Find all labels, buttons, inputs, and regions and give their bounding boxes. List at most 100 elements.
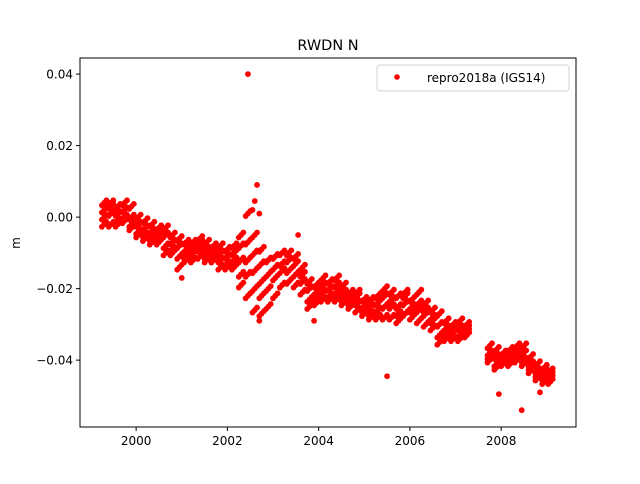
data-point <box>302 268 308 275</box>
y-tick-label: 0.00 <box>46 211 73 225</box>
data-point <box>219 240 226 247</box>
data-point <box>124 197 130 204</box>
data-point <box>199 233 206 239</box>
data-point <box>144 215 151 222</box>
data-point <box>240 268 247 275</box>
outlier-point <box>245 71 251 77</box>
data-point <box>151 218 158 225</box>
data-point <box>425 304 432 311</box>
data-point <box>363 293 370 300</box>
data-point <box>254 304 260 311</box>
y-axis: 0.04 0.02 0.00 −0.02 −0.04 <box>36 68 80 368</box>
outlier-point <box>256 317 263 324</box>
data-point <box>295 258 302 264</box>
x-tick-label: 2002 <box>212 434 243 448</box>
data-point <box>549 372 556 379</box>
data-points <box>99 71 556 414</box>
y-tick-label: 0.04 <box>46 68 73 82</box>
data-point <box>384 283 390 290</box>
data-point <box>356 286 363 293</box>
legend-label: repro2018a (IGS14) <box>427 71 545 85</box>
data-point <box>308 276 315 282</box>
data-point <box>137 211 144 218</box>
chart-title: RWDN N <box>297 38 358 54</box>
data-point <box>404 286 411 293</box>
data-point <box>274 290 281 297</box>
data-point <box>260 243 267 250</box>
data-point <box>185 236 192 243</box>
data-point <box>288 247 295 254</box>
outlier-point <box>254 182 260 188</box>
data-point <box>466 326 473 332</box>
legend: repro2018a (IGS14) <box>376 64 570 92</box>
data-point <box>281 247 288 254</box>
y-tick-label: −0.02 <box>36 282 73 296</box>
data-point <box>549 365 556 372</box>
data-point <box>178 233 185 239</box>
data-point <box>391 286 397 293</box>
data-point <box>530 351 537 357</box>
data-point <box>295 251 302 257</box>
data-point <box>466 318 473 325</box>
data-point <box>302 261 308 268</box>
data-point <box>495 344 502 350</box>
outlier-point <box>537 389 543 396</box>
data-point <box>523 340 530 347</box>
outlier-point <box>518 407 525 414</box>
data-point <box>537 358 543 365</box>
data-point <box>110 197 117 204</box>
data-point <box>425 297 432 304</box>
data-point <box>459 315 466 322</box>
data-point <box>445 315 452 322</box>
data-point <box>336 272 343 279</box>
data-point <box>377 311 384 318</box>
data-point <box>438 308 445 315</box>
outlier-point <box>249 207 256 213</box>
outlier-point <box>311 317 317 324</box>
data-point <box>233 240 240 247</box>
outlier-point <box>178 274 185 281</box>
data-point <box>281 265 288 272</box>
x-tick-label: 2008 <box>486 434 517 448</box>
data-point <box>489 340 495 347</box>
data-point <box>267 283 274 290</box>
outlier-point <box>295 232 302 238</box>
legend-marker <box>394 74 400 80</box>
data-point <box>130 211 137 218</box>
data-point <box>322 272 329 279</box>
data-point <box>397 308 404 315</box>
x-axis: 2000 2002 2004 2006 2008 <box>121 427 517 448</box>
data-point <box>302 276 308 282</box>
data-point <box>516 340 523 347</box>
data-point <box>384 311 390 318</box>
data-point <box>206 236 213 243</box>
outlier-point <box>251 198 258 204</box>
data-point <box>240 229 247 236</box>
y-tick-label: −0.04 <box>36 354 73 368</box>
data-point <box>254 229 260 236</box>
axes-frame <box>79 57 577 428</box>
data-point <box>103 197 110 204</box>
outlier-point <box>384 373 390 380</box>
data-point <box>240 279 247 286</box>
outlier-point <box>256 210 263 217</box>
x-tick-label: 2000 <box>121 434 152 448</box>
data-point <box>391 301 397 307</box>
data-point <box>343 286 349 293</box>
data-point <box>172 229 178 236</box>
data-point <box>343 279 349 286</box>
x-tick-label: 2006 <box>395 434 426 448</box>
data-point <box>267 301 274 307</box>
data-point <box>523 347 530 354</box>
y-tick-label: 0.02 <box>46 139 73 153</box>
data-point <box>165 222 171 229</box>
data-point <box>543 361 550 368</box>
y-axis-label: m <box>9 237 23 249</box>
data-point <box>130 200 137 207</box>
data-point <box>349 286 356 293</box>
data-point <box>233 254 240 261</box>
data-point <box>240 254 247 261</box>
data-point <box>418 297 425 304</box>
data-point <box>165 229 171 236</box>
